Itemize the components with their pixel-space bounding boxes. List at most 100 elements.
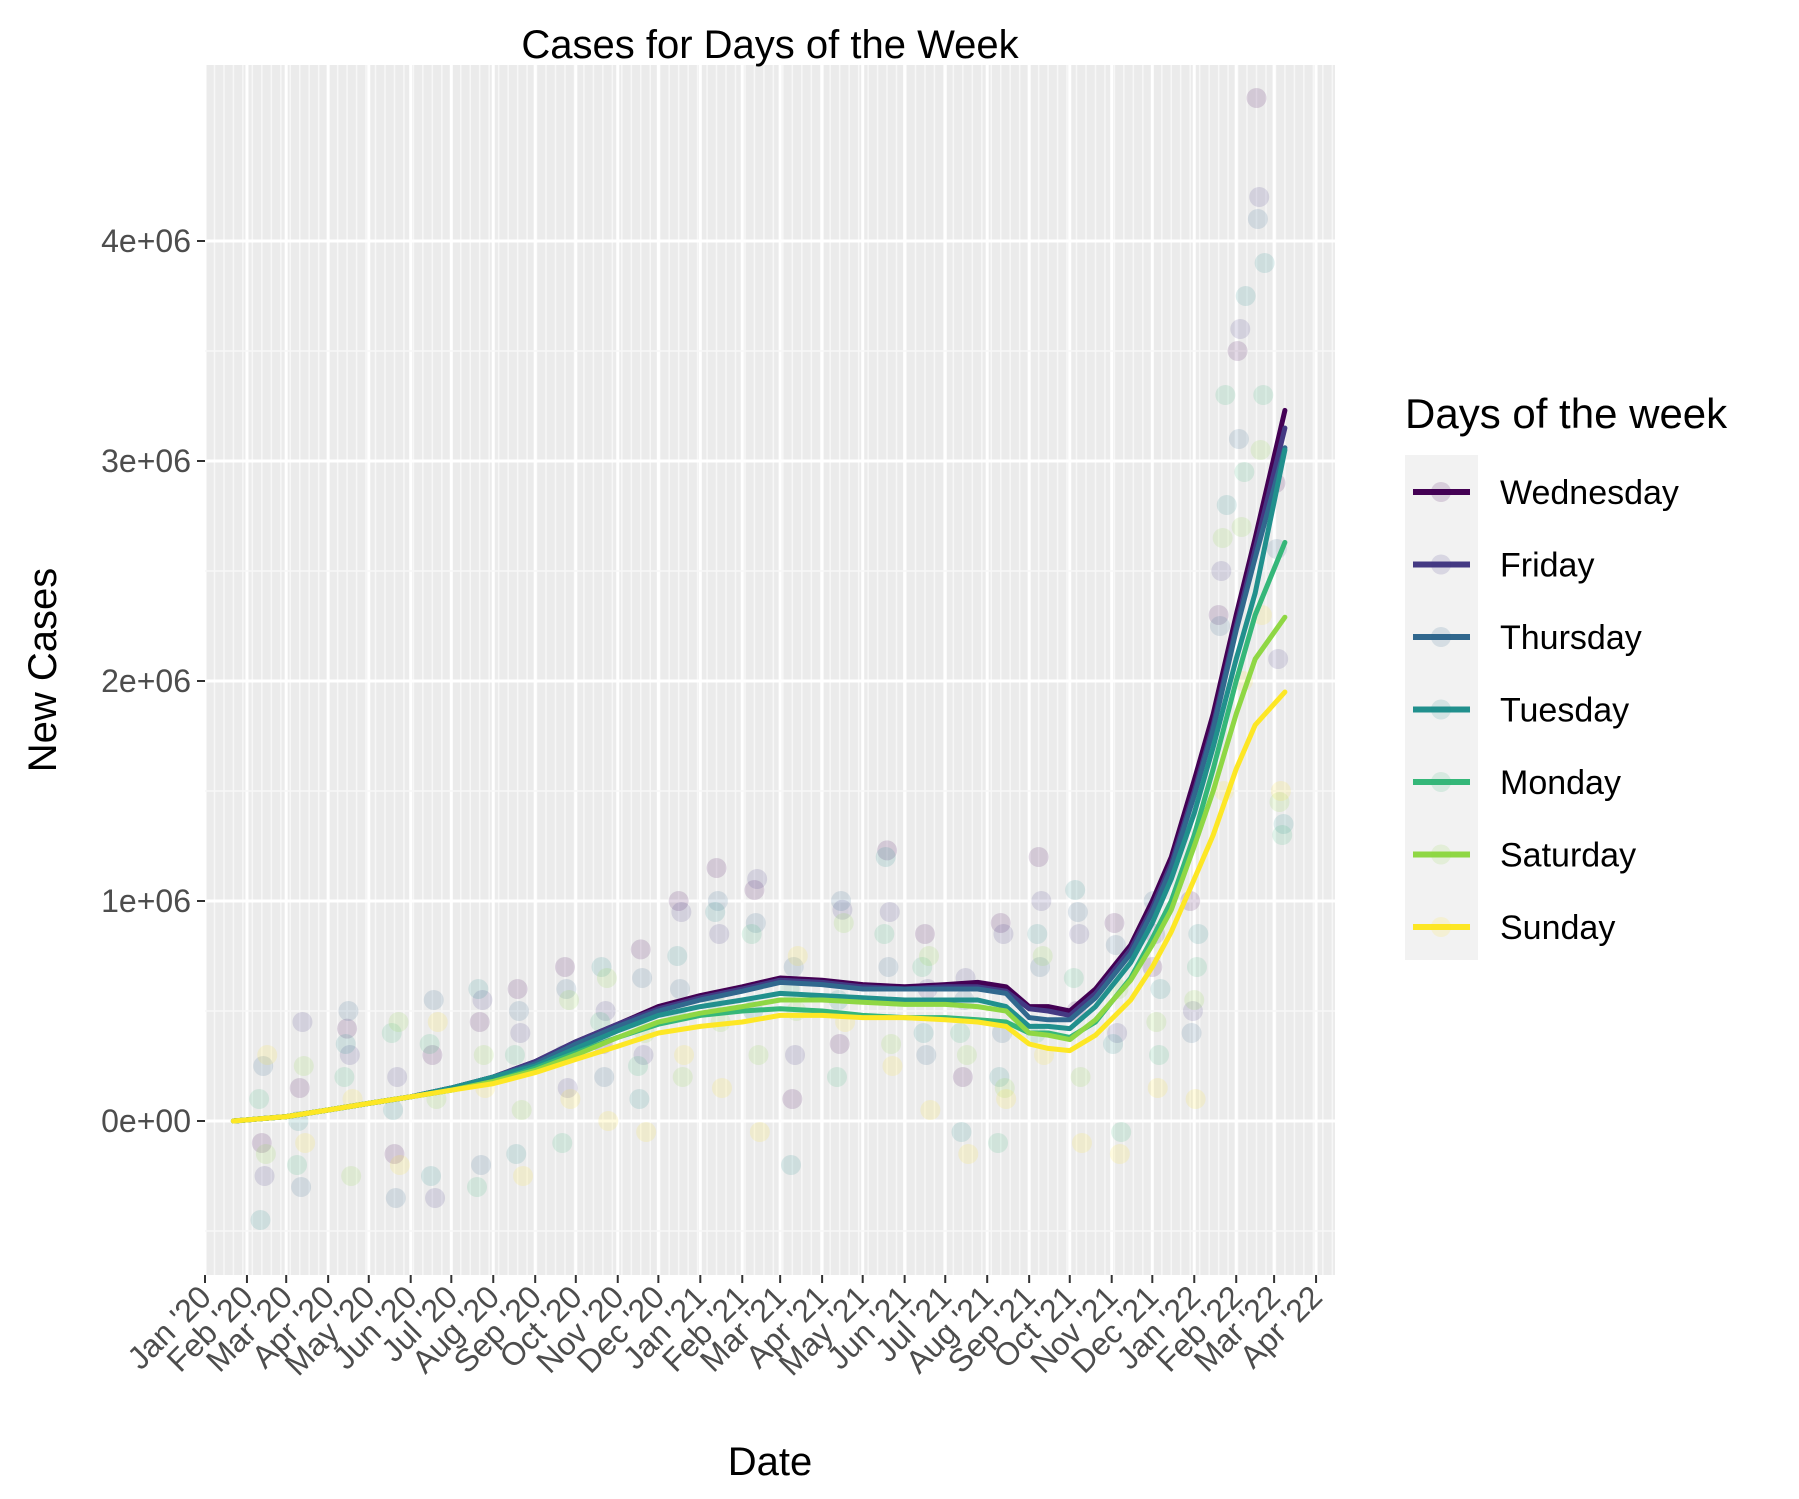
legend-label: Wednesday — [1500, 474, 1679, 512]
data-point — [508, 1001, 529, 1021]
data-point — [1209, 616, 1230, 636]
data-point — [427, 1012, 448, 1032]
data-point — [920, 1100, 941, 1120]
data-point — [1029, 957, 1050, 977]
data-point — [472, 990, 493, 1010]
data-point — [1230, 319, 1251, 339]
y-axis-title: New Cases — [21, 568, 65, 773]
data-point — [874, 924, 895, 944]
data-point — [783, 957, 804, 977]
data-point — [1150, 979, 1171, 999]
data-point — [334, 1067, 355, 1087]
data-point — [467, 1177, 488, 1197]
data-point — [254, 1166, 275, 1186]
data-point — [832, 899, 853, 920]
data-point — [877, 840, 898, 861]
data-point — [1031, 891, 1052, 911]
data-point — [711, 1078, 732, 1098]
data-point — [1254, 253, 1275, 273]
data-point — [668, 891, 689, 911]
data-point — [916, 1045, 937, 1065]
data-point — [249, 1089, 270, 1109]
data-point — [287, 1155, 308, 1175]
y-tick-label: 3e+06 — [101, 443, 191, 479]
x-axis-title: Date — [728, 1440, 813, 1484]
data-point — [951, 1122, 972, 1142]
legend-key-point — [1431, 627, 1451, 647]
legend-label: Monday — [1500, 764, 1621, 802]
data-point — [1027, 924, 1048, 944]
data-point — [672, 1067, 693, 1087]
data-point — [667, 946, 688, 966]
data-point — [1269, 792, 1290, 812]
data-point — [1250, 440, 1271, 460]
data-point — [882, 1056, 903, 1076]
data-point — [388, 1012, 409, 1032]
data-point — [833, 913, 854, 933]
data-point — [425, 1188, 446, 1208]
data-point — [511, 1100, 532, 1120]
data-point — [826, 1067, 847, 1087]
y-tick-label: 2e+06 — [101, 663, 191, 699]
data-point — [1182, 1001, 1203, 1021]
data-point — [785, 1045, 806, 1065]
data-point — [513, 1166, 534, 1186]
data-point — [1186, 957, 1207, 977]
data-point — [988, 1133, 1009, 1153]
y-axis: 0e+00 1e+06 2e+06 3e+06 4e+06 — [101, 223, 205, 1139]
data-point — [338, 1001, 359, 1021]
legend-items: Wednesday Friday Thursday Tuesday Monday Satu… — [1413, 474, 1679, 947]
data-point — [389, 1155, 410, 1175]
data-point — [912, 957, 933, 977]
data-point — [996, 1089, 1017, 1109]
data-point — [745, 913, 766, 933]
data-point — [1185, 1089, 1206, 1109]
data-point — [913, 1023, 934, 1043]
data-point — [1215, 385, 1236, 405]
data-point — [993, 924, 1014, 944]
legend: Days of the week Wednesday Friday Thursday… — [1405, 390, 1728, 960]
data-point — [1149, 1045, 1170, 1065]
data-point — [919, 946, 940, 966]
data-point — [557, 1078, 578, 1098]
data-point — [422, 1045, 443, 1065]
data-point — [1065, 880, 1086, 900]
data-point — [748, 1045, 769, 1065]
data-point — [250, 1210, 271, 1230]
legend-key-point — [1431, 917, 1451, 937]
data-point — [950, 1023, 971, 1043]
data-point — [506, 1144, 527, 1164]
data-point — [335, 1034, 356, 1054]
data-point — [293, 1056, 314, 1076]
data-point — [504, 1045, 525, 1065]
data-point — [1111, 1122, 1132, 1142]
data-point — [421, 1166, 441, 1186]
legend-title: Days of the week — [1405, 390, 1728, 437]
data-point — [381, 1023, 402, 1043]
data-point — [507, 979, 528, 999]
data-point — [1107, 1023, 1128, 1043]
y-tick-label: 0e+00 — [101, 1103, 191, 1139]
data-point — [1067, 902, 1088, 922]
data-point — [633, 1045, 654, 1065]
data-point — [468, 979, 489, 999]
data-point — [706, 858, 727, 878]
data-point — [419, 1034, 440, 1054]
data-point — [632, 968, 653, 988]
data-point — [1105, 935, 1126, 955]
data-point — [1070, 1067, 1091, 1087]
data-point — [670, 979, 691, 999]
data-point — [879, 902, 900, 922]
data-point — [255, 1144, 276, 1164]
legend-label: Tuesday — [1500, 692, 1629, 730]
data-point — [831, 891, 852, 911]
data-point — [559, 990, 580, 1010]
data-point — [1227, 341, 1248, 361]
data-point — [554, 957, 575, 977]
data-point — [594, 1067, 615, 1087]
data-point — [1184, 990, 1205, 1010]
data-point — [1146, 1012, 1167, 1032]
data-point — [1028, 847, 1049, 867]
data-point — [291, 1177, 312, 1197]
data-point — [1147, 1078, 1168, 1098]
